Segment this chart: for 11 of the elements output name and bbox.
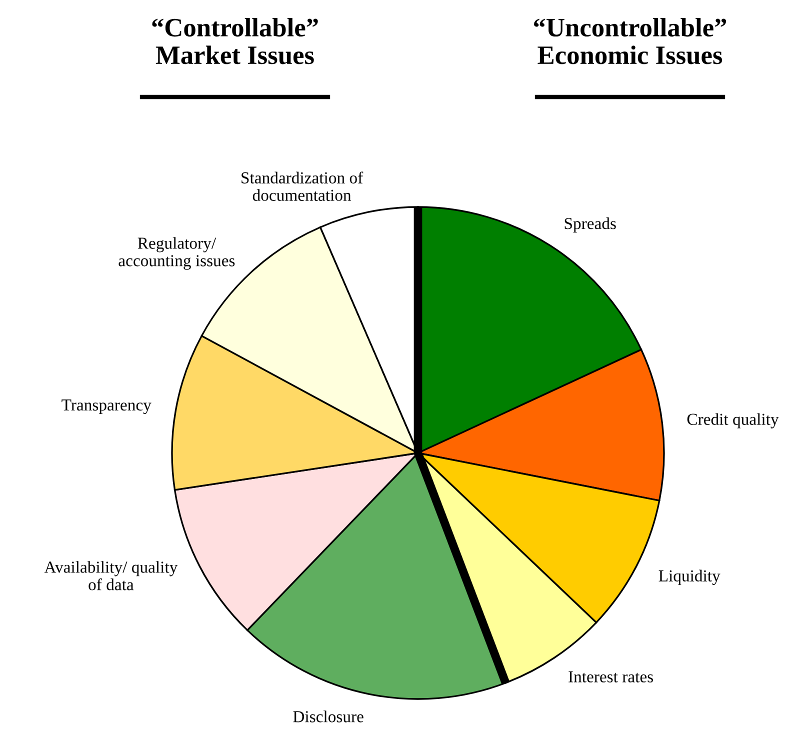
text: “Uncontrollable” Economic Issues <box>534 18 726 64</box>
slice-label: Liquidity <box>658 570 720 585</box>
slice-label: Spreads <box>564 217 616 233</box>
slice-label: Regulatory/ accounting issues <box>118 237 235 270</box>
slice-label: Disclosure <box>293 710 364 722</box>
slice-label: Transparency <box>62 400 152 414</box>
slice-label: Interest rates <box>568 671 653 682</box>
slice-label: Standardization of documentation <box>242 172 364 201</box>
slice-label: Credit quality <box>687 413 779 428</box>
slice-label: Availability/ quality of data <box>44 561 178 590</box>
text: “Controllable” Market Issues <box>152 18 318 64</box>
